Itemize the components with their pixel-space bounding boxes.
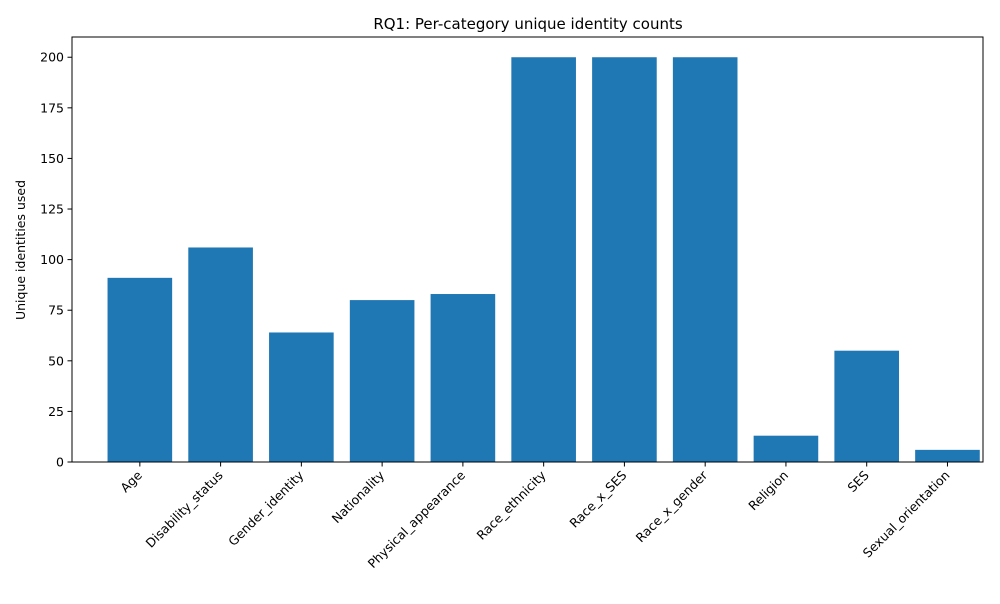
y-tick-label: 75 bbox=[48, 303, 64, 318]
y-tick-label: 100 bbox=[40, 252, 64, 267]
bar-sexual-orientation bbox=[915, 449, 980, 462]
bar-gender-identity bbox=[269, 332, 334, 462]
bar-nationality bbox=[349, 300, 415, 462]
x-tick-label: Race_x_SES bbox=[566, 467, 629, 530]
x-tick-label: Age bbox=[117, 467, 145, 495]
y-tick-label: 150 bbox=[40, 151, 64, 166]
y-tick-label: 25 bbox=[48, 404, 64, 419]
x-tick-label: Sexual_orientation bbox=[860, 468, 953, 561]
y-axis-label: Unique identities used bbox=[13, 180, 28, 320]
y-axis: 0 25 50 75 100 125 150 175 200 bbox=[40, 50, 72, 470]
y-tick-label: 200 bbox=[40, 50, 64, 65]
x-tick-label: SES bbox=[844, 467, 871, 494]
bar-age bbox=[107, 277, 173, 462]
x-tick-label: Gender_identity bbox=[225, 467, 307, 549]
plot-frame bbox=[71, 36, 984, 463]
bar-disability-status bbox=[188, 247, 253, 462]
bars-layer bbox=[107, 57, 980, 462]
x-tick-label: Nationality bbox=[329, 467, 388, 526]
bar-ses bbox=[834, 350, 900, 462]
bar-physical-appearance bbox=[430, 294, 496, 462]
x-tick-label: Race_ethnicity bbox=[474, 467, 550, 543]
bar-race-x-ses bbox=[592, 57, 657, 462]
x-tick-label: Disability_status bbox=[143, 468, 226, 551]
x-tick-label: Religion bbox=[745, 468, 791, 514]
bar-race-x-gender bbox=[672, 57, 738, 462]
bar-religion bbox=[753, 435, 819, 462]
bar-race-ethnicity bbox=[511, 57, 576, 462]
x-tick-label: Race_x_gender bbox=[633, 467, 711, 545]
y-tick-label: 50 bbox=[48, 353, 64, 368]
chart-title: RQ1: Per-category unique identity counts bbox=[373, 15, 683, 33]
y-tick-label: 175 bbox=[40, 100, 64, 115]
y-tick-label: 0 bbox=[56, 455, 64, 470]
y-tick-label: 125 bbox=[40, 202, 64, 217]
